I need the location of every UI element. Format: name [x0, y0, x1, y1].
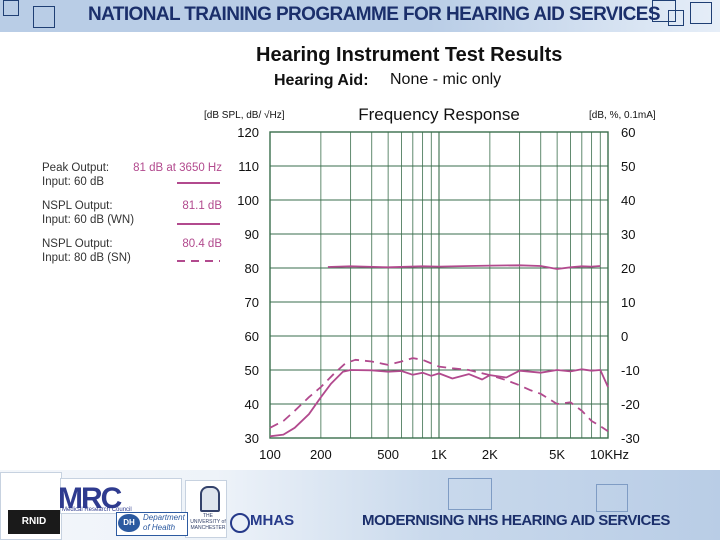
- y-left-tick-label: 40: [245, 397, 259, 412]
- dh-logo-text: Department of Health: [143, 513, 185, 533]
- dh-text-line: Department: [143, 513, 185, 522]
- legend-input: Input: 60 dB (WN): [42, 214, 134, 226]
- legend-entry-peak: Peak Output: 81 dB at 3650 Hz Input: 60 …: [42, 162, 222, 188]
- y-right-tick-label: 10: [621, 295, 635, 310]
- page-title: Hearing Instrument Test Results: [256, 44, 563, 66]
- y-left-tick-label: 50: [245, 363, 259, 378]
- rnid-logo: RNID: [8, 510, 60, 534]
- x-tick-label: 200: [310, 447, 332, 462]
- legend-value: 81.1 dB: [182, 200, 222, 212]
- left-axis-label: [dB SPL, dB/ √Hz]: [204, 109, 285, 121]
- header-band: NATIONAL TRAINING PROGRAMME FOR HEARING …: [0, 0, 720, 32]
- chart-title: Frequency Response: [358, 105, 520, 124]
- header-square-decoration: [668, 10, 684, 26]
- series-line-2: [269, 368, 609, 438]
- y-left-tick-label: 60: [245, 329, 259, 344]
- frequency-response-chart: Frequency Response [dB SPL, dB/ √Hz] [dB…: [42, 105, 656, 462]
- chart-legend: Peak Output: 81 dB at 3650 Hz Input: 60 …: [42, 162, 222, 264]
- hearing-aid-value: None - mic only: [390, 71, 502, 88]
- y-left-tick-label: 80: [245, 261, 259, 276]
- university-crest-icon: [200, 486, 220, 512]
- plot-area-border: [269, 131, 609, 439]
- hearing-aid-label: Hearing Aid:: [274, 72, 369, 89]
- university-logo-text: THE UNIVERSITY of MANCHESTER: [190, 513, 226, 531]
- mrc-logo-subtitle: Medical Research Council: [62, 507, 132, 513]
- y-right-tick-label: 20: [621, 261, 635, 276]
- header-square-decoration: [3, 0, 19, 16]
- legend-input: Input: 60 dB: [42, 176, 104, 188]
- dh-text-line: of Health: [143, 523, 176, 532]
- chart-grid: [270, 132, 608, 438]
- y-left-tick-label: 100: [237, 193, 259, 208]
- x-tick-label: 10KHz: [590, 447, 629, 462]
- chart-frame: [269, 131, 609, 439]
- y-left-tick-label: 120: [237, 125, 259, 140]
- legend-value: 80.4 dB: [182, 238, 222, 250]
- x-tick-label: 100: [259, 447, 281, 462]
- footer-square-decoration: [596, 484, 628, 512]
- header-title: NATIONAL TRAINING PROGRAMME FOR HEARING …: [88, 4, 661, 25]
- mrc-logo: MRC: [58, 482, 122, 515]
- series-line-1: [327, 264, 601, 270]
- right-axis-label: [dB, %, 0.1mA]: [589, 110, 656, 121]
- header-square-decoration: [33, 6, 55, 28]
- x-tick-label: 5K: [549, 447, 565, 462]
- dh-badge: DH: [118, 514, 140, 532]
- y-right-tick-label: 0: [621, 329, 628, 344]
- header-square-decoration: [690, 2, 712, 24]
- series-line-3: [269, 357, 609, 432]
- legend-name: NSPL Output:: [42, 200, 113, 212]
- footer-title: MODERNISING NHS HEARING AID SERVICES: [362, 512, 670, 529]
- y-right-tick-label: -30: [621, 431, 640, 446]
- legend-entry-nspl-sn: NSPL Output: 80.4 dB Input: 80 dB (SN): [42, 238, 222, 264]
- y-right-tick-label: 40: [621, 193, 635, 208]
- x-tick-label: 1K: [431, 447, 447, 462]
- y-right-tick-label: 60: [621, 125, 635, 140]
- y-left-tick-label: 90: [245, 227, 259, 242]
- legend-name: NSPL Output:: [42, 238, 113, 250]
- mhas-logo-ring-icon: [230, 513, 250, 533]
- y-right-tick-label: -10: [621, 363, 640, 378]
- y-right-tick-label: -20: [621, 397, 640, 412]
- header-square-decoration: [652, 0, 676, 22]
- chart-tick-labels: 120110100908070605040306050403020100-10-…: [237, 125, 640, 462]
- y-right-tick-label: 50: [621, 159, 635, 174]
- mhas-logo: MHAS: [250, 512, 295, 529]
- footer-square-decoration: [448, 478, 492, 510]
- legend-name: Peak Output:: [42, 162, 109, 174]
- y-left-tick-label: 110: [238, 159, 259, 174]
- x-tick-label: 500: [377, 447, 399, 462]
- y-left-tick-label: 30: [245, 431, 259, 446]
- y-left-tick-label: 70: [245, 295, 259, 310]
- legend-value: 81 dB at 3650 Hz: [133, 162, 222, 174]
- legend-input: Input: 80 dB (SN): [42, 252, 131, 264]
- legend-entry-nspl-wn: NSPL Output: 81.1 dB Input: 60 dB (WN): [42, 200, 222, 226]
- header-gradient: [430, 0, 720, 32]
- x-tick-label: 2K: [482, 447, 498, 462]
- y-right-tick-label: 30: [621, 227, 635, 242]
- chart-series: [269, 264, 609, 438]
